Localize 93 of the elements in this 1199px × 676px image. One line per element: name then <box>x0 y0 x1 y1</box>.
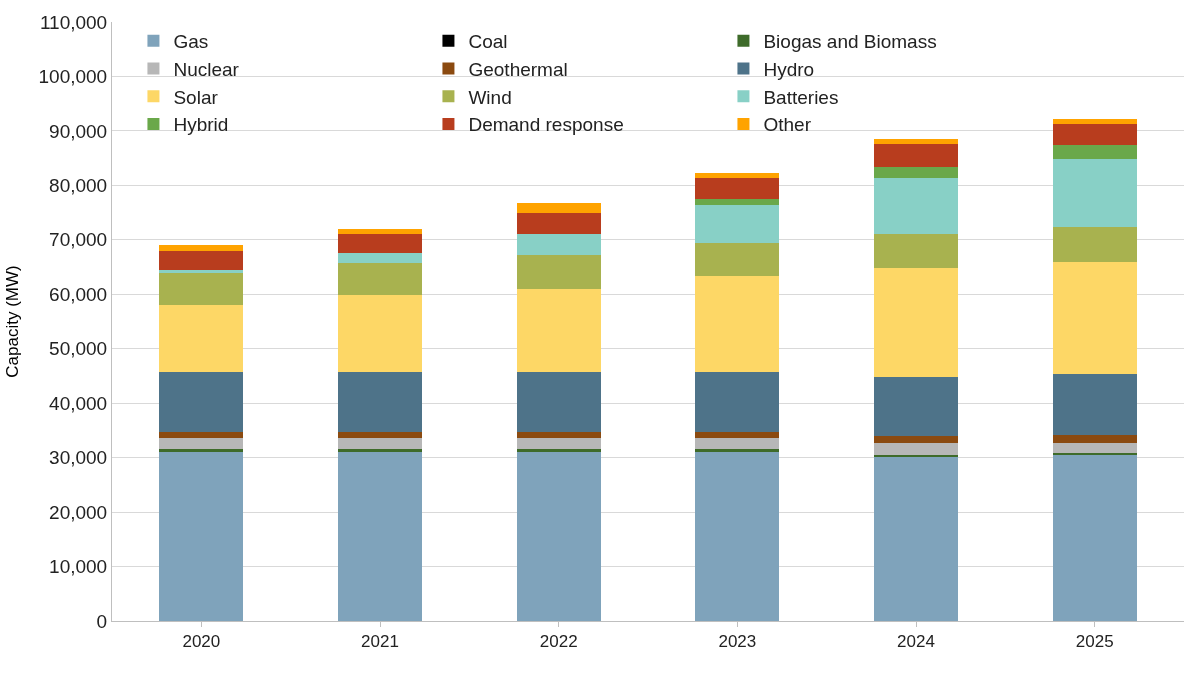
bar <box>338 253 422 264</box>
legend-label: Nuclear <box>173 58 240 80</box>
legend-label: Solar <box>173 86 219 108</box>
y-tick-label: 100,000 <box>38 66 108 88</box>
bar <box>1052 145 1137 159</box>
x-tick-label: 2022 <box>539 632 578 652</box>
bar <box>695 204 780 243</box>
bar <box>1052 442 1137 454</box>
legend-label: Demand response <box>468 114 624 136</box>
bar <box>516 289 601 372</box>
y-tick-label: 110,000 <box>39 11 108 33</box>
bar <box>338 451 422 621</box>
bar <box>338 432 422 439</box>
bar <box>874 267 958 377</box>
legend-label: Batteries <box>763 86 839 108</box>
bar <box>159 273 244 305</box>
bar <box>516 451 601 621</box>
bar <box>516 438 601 449</box>
bar <box>516 255 601 290</box>
bar <box>874 454 958 457</box>
y-axis-title: Capacity (MW) <box>3 265 23 378</box>
bar <box>159 451 244 621</box>
y-tick-label: 90,000 <box>49 120 108 142</box>
bar <box>874 233 958 268</box>
y-tick-label: 20,000 <box>49 501 108 523</box>
y-tick-label: 60,000 <box>49 283 108 305</box>
y-tick-label: 0 <box>96 610 108 632</box>
bar <box>159 250 244 271</box>
bar <box>695 371 780 433</box>
bar <box>516 448 601 452</box>
bar <box>1052 261 1137 375</box>
bar <box>516 202 601 213</box>
bar <box>338 448 422 452</box>
y-tick-label: 30,000 <box>49 447 108 469</box>
bar <box>695 448 780 452</box>
legend-label: Hybrid <box>173 114 229 136</box>
bar <box>338 295 422 372</box>
bar <box>695 242 780 277</box>
bar <box>874 166 958 178</box>
y-tick-label: 80,000 <box>49 175 108 197</box>
bar <box>874 143 958 167</box>
bar <box>695 198 780 205</box>
legend-label: Hydro <box>763 58 815 80</box>
x-tick-label: 2024 <box>897 632 935 652</box>
bar <box>516 233 601 256</box>
bar <box>874 177 958 234</box>
legend-label: Wind <box>468 86 512 108</box>
x-tick-label: 2021 <box>361 632 399 652</box>
y-tick-label: 50,000 <box>49 338 108 360</box>
bar <box>159 432 244 439</box>
bar <box>874 139 958 144</box>
bar <box>695 276 780 372</box>
bar <box>516 212 601 234</box>
x-tick-label: 2020 <box>182 632 221 652</box>
bar <box>874 442 958 455</box>
bar <box>874 436 958 443</box>
x-tick-label: 2023 <box>718 632 757 652</box>
bar <box>516 371 601 433</box>
bar <box>1052 454 1137 621</box>
y-tick-label: 10,000 <box>49 556 108 578</box>
bar <box>1052 123 1137 146</box>
bar <box>695 432 780 439</box>
y-tick-label: 40,000 <box>49 392 108 414</box>
bar <box>1052 119 1137 124</box>
bar <box>1052 434 1137 443</box>
legend-label: Coal <box>468 31 508 53</box>
bar <box>338 233 422 254</box>
bar <box>159 438 244 449</box>
legend-label: Gas <box>173 31 209 53</box>
bar <box>1052 374 1137 435</box>
bar <box>874 456 958 621</box>
bar <box>159 245 244 251</box>
bar <box>159 304 244 372</box>
bar <box>338 263 422 296</box>
bar <box>1052 227 1137 262</box>
bar <box>159 371 244 433</box>
bar <box>338 228 422 234</box>
bar <box>695 173 780 178</box>
bar <box>338 438 422 449</box>
legend-label: Other <box>763 114 812 136</box>
bar <box>695 438 780 449</box>
legend-label: Biogas and Biomass <box>763 31 937 53</box>
y-tick-label: 70,000 <box>49 229 108 251</box>
x-tick-label: 2025 <box>1075 632 1114 652</box>
bar <box>516 432 601 439</box>
legend-label: Geothermal <box>468 58 568 80</box>
bar <box>695 451 780 621</box>
bar <box>1052 158 1137 228</box>
bar <box>695 177 780 199</box>
bar <box>874 376 958 437</box>
bar <box>338 371 422 433</box>
bar <box>159 270 244 274</box>
bar <box>159 448 244 452</box>
